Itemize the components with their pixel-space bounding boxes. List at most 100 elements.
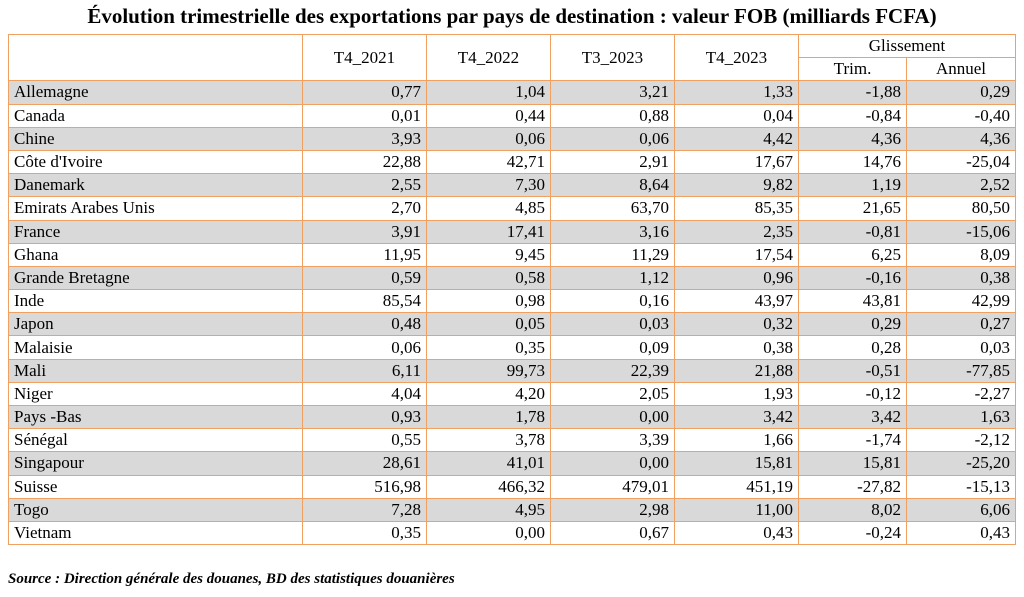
country-cell: Togo xyxy=(8,497,303,522)
value-cell: 0,16 xyxy=(550,289,675,314)
value-cell: 1,12 xyxy=(550,265,675,291)
value-cell: 2,35 xyxy=(674,219,799,244)
value-cell: 85,54 xyxy=(302,289,427,314)
country-cell: Grande Bretagne xyxy=(8,265,303,291)
table-row: Pays -Bas 0,93 1,78 0,00 3,42 3,42 1,63 xyxy=(8,404,1016,430)
value-cell: 451,19 xyxy=(674,474,799,499)
source-note: Source : Direction générale des douanes,… xyxy=(8,571,455,587)
value-cell: 1,19 xyxy=(798,173,907,198)
value-cell: -0,24 xyxy=(798,520,907,546)
value-cell: 9,45 xyxy=(426,242,551,267)
value-cell: 17,67 xyxy=(674,149,799,175)
value-cell: 0,43 xyxy=(674,520,799,546)
value-cell: 3,39 xyxy=(550,428,675,453)
value-cell: -0,16 xyxy=(798,265,907,291)
table-row: Togo 7,28 4,95 2,98 11,00 8,02 6,06 xyxy=(8,497,1016,522)
value-cell: 0,05 xyxy=(426,312,551,337)
value-cell: 2,98 xyxy=(550,497,675,522)
value-cell: 6,11 xyxy=(302,358,427,383)
value-cell: -0,51 xyxy=(798,358,907,383)
header-trim: Trim. xyxy=(798,57,907,82)
table-row: Malaisie 0,06 0,35 0,09 0,38 0,28 0,03 xyxy=(8,335,1016,360)
table-row: Japon 0,48 0,05 0,03 0,32 0,29 0,27 xyxy=(8,312,1016,337)
table-row: Emirats Arabes Unis 2,70 4,85 63,70 85,35 21,… xyxy=(8,196,1016,221)
table-body: Allemagne 0,77 1,04 3,21 1,33 -1,88 0,29 Canada… xyxy=(8,80,1016,546)
value-cell: 0,06 xyxy=(302,335,427,360)
value-cell: 0,29 xyxy=(906,80,1016,105)
country-cell: Vietnam xyxy=(8,520,303,546)
value-cell: -15,13 xyxy=(906,474,1016,499)
value-cell: 0,77 xyxy=(302,80,427,105)
header-period: T4_2022 xyxy=(426,33,551,82)
value-cell: 11,29 xyxy=(550,242,675,267)
country-cell: Côte d'Ivoire xyxy=(8,149,303,175)
value-cell: 0,38 xyxy=(674,335,799,360)
value-cell: 0,88 xyxy=(550,103,675,128)
value-cell: 0,98 xyxy=(426,289,551,314)
value-cell: 4,04 xyxy=(302,381,427,407)
value-cell: -1,74 xyxy=(798,428,907,453)
value-cell: 15,81 xyxy=(674,451,799,476)
value-cell: 0,03 xyxy=(906,335,1016,360)
value-cell: 1,33 xyxy=(674,80,799,105)
value-cell: 0,01 xyxy=(302,103,427,128)
value-cell: -2,12 xyxy=(906,428,1016,453)
table-row: Vietnam 0,35 0,00 0,67 0,43 -0,24 0,43 xyxy=(8,520,1016,546)
value-cell: -15,06 xyxy=(906,219,1016,244)
country-cell: Allemagne xyxy=(8,80,303,105)
table-row: Sénégal 0,55 3,78 3,39 1,66 -1,74 -2,12 xyxy=(8,428,1016,453)
value-cell: -0,40 xyxy=(906,103,1016,128)
value-cell: 0,04 xyxy=(674,103,799,128)
country-cell: Japon xyxy=(8,312,303,337)
value-cell: 0,67 xyxy=(550,520,675,546)
value-cell: 0,00 xyxy=(426,520,551,546)
value-cell: 15,81 xyxy=(798,451,907,476)
value-cell: 6,25 xyxy=(798,242,907,267)
country-cell: Niger xyxy=(8,381,303,407)
table-row: Niger 4,04 4,20 2,05 1,93 -0,12 -2,27 xyxy=(8,381,1016,407)
value-cell: 1,63 xyxy=(906,404,1016,430)
value-cell: 0,58 xyxy=(426,265,551,291)
value-cell: 21,88 xyxy=(674,358,799,383)
value-cell: 80,50 xyxy=(906,196,1016,221)
country-cell: Emirats Arabes Unis xyxy=(8,196,303,221)
value-cell: 4,95 xyxy=(426,497,551,522)
value-cell: 0,59 xyxy=(302,265,427,291)
value-cell: 1,93 xyxy=(674,381,799,407)
country-cell: Danemark xyxy=(8,173,303,198)
country-cell: Sénégal xyxy=(8,428,303,453)
value-cell: -77,85 xyxy=(906,358,1016,383)
value-cell: 2,55 xyxy=(302,173,427,198)
value-cell: 0,29 xyxy=(798,312,907,337)
country-cell: Pays -Bas xyxy=(8,404,303,430)
value-cell: 3,21 xyxy=(550,80,675,105)
value-cell: 0,43 xyxy=(906,520,1016,546)
value-cell: -25,04 xyxy=(906,149,1016,175)
value-cell: -1,88 xyxy=(798,80,907,105)
value-cell: 0,03 xyxy=(550,312,675,337)
country-cell: Suisse xyxy=(8,474,303,499)
value-cell: 4,85 xyxy=(426,196,551,221)
value-cell: -27,82 xyxy=(798,474,907,499)
value-cell: 2,05 xyxy=(550,381,675,407)
value-cell: 0,38 xyxy=(906,265,1016,291)
value-cell: 0,09 xyxy=(550,335,675,360)
value-cell: 0,00 xyxy=(550,451,675,476)
value-cell: -0,12 xyxy=(798,381,907,407)
country-cell: Malaisie xyxy=(8,335,303,360)
table-row: Danemark 2,55 7,30 8,64 9,82 1,19 2,52 xyxy=(8,173,1016,198)
value-cell: 9,82 xyxy=(674,173,799,198)
value-cell: 3,42 xyxy=(674,404,799,430)
value-cell: 0,06 xyxy=(550,126,675,151)
exports-table: T4_2021 T4_2022 T3_2023 T4_2023 Glisseme… xyxy=(8,33,1016,546)
value-cell: 1,04 xyxy=(426,80,551,105)
value-cell: -0,81 xyxy=(798,219,907,244)
value-cell: 2,70 xyxy=(302,196,427,221)
value-cell: 22,39 xyxy=(550,358,675,383)
value-cell: 7,28 xyxy=(302,497,427,522)
table-row: Chine 3,93 0,06 0,06 4,42 4,36 4,36 xyxy=(8,126,1016,151)
value-cell: 4,20 xyxy=(426,381,551,407)
value-cell: 466,32 xyxy=(426,474,551,499)
header-country xyxy=(8,33,303,82)
value-cell: 43,97 xyxy=(674,289,799,314)
